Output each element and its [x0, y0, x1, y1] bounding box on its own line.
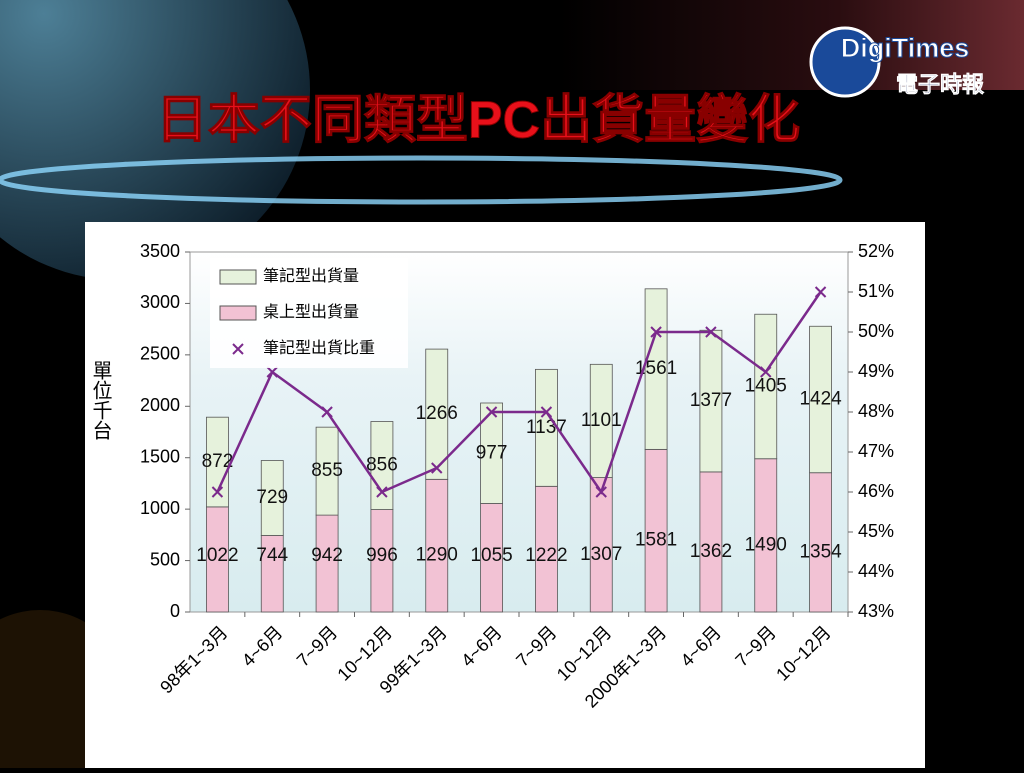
- ratio-marker: [760, 366, 772, 378]
- data-label: 729: [256, 487, 288, 508]
- bar-notebook: [206, 416, 229, 508]
- data-label: 1137: [526, 417, 567, 438]
- logo-subtitle: 電子時報: [896, 72, 985, 97]
- legend-label: 筆記型出貨比重: [263, 339, 375, 357]
- ratio-marker: [595, 486, 607, 498]
- y-tick-label: 2000: [140, 395, 180, 415]
- data-label: 744: [256, 545, 288, 566]
- ratio-marker: [650, 326, 662, 338]
- data-label: 996: [366, 545, 398, 566]
- bar-notebook: [644, 288, 668, 450]
- logo-mark: [809, 26, 881, 98]
- bar-notebook: [315, 426, 339, 516]
- data-label: 1362: [690, 541, 732, 562]
- data-label: 1022: [196, 545, 238, 566]
- bar-notebook: [425, 348, 449, 480]
- bar-notebook: [260, 460, 284, 536]
- y-tick-label: 1000: [140, 498, 180, 518]
- ratio-marker: [814, 286, 827, 298]
- ratio-marker: [705, 326, 717, 338]
- ratio-marker: [540, 406, 553, 418]
- legend-label: 桌上型出貨量: [263, 303, 359, 321]
- y2-tick-label: 49%: [858, 361, 894, 381]
- y-tick-label: 3500: [140, 241, 180, 261]
- data-label: 1266: [416, 403, 458, 424]
- y2-tick-label: 50%: [858, 321, 894, 341]
- data-label: 1405: [745, 376, 787, 397]
- data-label: 1307: [580, 544, 622, 565]
- data-label: 872: [202, 451, 234, 472]
- banner: [560, 0, 1024, 90]
- y-tick-label: 3000: [140, 292, 180, 312]
- legend-label: 筆記型出貨量: [263, 267, 359, 285]
- ratio-marker: [376, 486, 388, 498]
- ratio-marker: [266, 366, 278, 378]
- y2-tick-label: 51%: [858, 281, 894, 301]
- data-label: 855: [311, 460, 343, 481]
- y-axis-label: 單位千台: [89, 360, 112, 440]
- bar-notebook: [809, 325, 832, 474]
- y2-tick-label: 48%: [858, 401, 894, 421]
- y2-tick-label: 47%: [858, 441, 894, 461]
- y-tick-label: 2500: [140, 344, 180, 364]
- y2-tick-label: 43%: [858, 601, 894, 621]
- chart-title: 日本不同類型PC出貨量變化: [156, 92, 800, 150]
- data-label: 1222: [525, 545, 567, 566]
- y2-tick-label: 46%: [858, 481, 894, 501]
- data-label: 1424: [799, 389, 842, 410]
- ratio-marker: [211, 486, 224, 498]
- data-label: 1290: [416, 545, 458, 566]
- y2-tick-label: 45%: [858, 521, 894, 541]
- data-label: 856: [366, 455, 398, 476]
- y-tick-label: 500: [150, 549, 180, 569]
- bar-notebook: [699, 329, 723, 473]
- legend-swatch: [219, 269, 257, 285]
- data-label: 942: [311, 545, 343, 566]
- bar-notebook: [589, 363, 613, 478]
- legend-swatch: [219, 305, 257, 321]
- y-tick-label: 0: [170, 601, 180, 621]
- swoosh: [0, 155, 843, 205]
- data-label: 1354: [799, 541, 842, 562]
- y2-tick-label: 52%: [858, 241, 894, 261]
- bar-notebook: [480, 402, 503, 504]
- ratio-marker: [321, 406, 333, 418]
- logo: DigiTimes 電子時報: [809, 26, 985, 98]
- globe: [0, 0, 310, 280]
- legend-swatch: [232, 343, 244, 355]
- y-tick-label: 1500: [140, 446, 180, 466]
- data-label: 1055: [470, 545, 512, 566]
- logo-name: DigiTimes: [841, 33, 970, 63]
- data-label: 1377: [690, 390, 732, 411]
- bar-notebook: [754, 313, 778, 460]
- ratio-marker: [431, 462, 443, 474]
- ratio-marker: [485, 406, 498, 418]
- data-label: 1581: [635, 530, 677, 551]
- data-label: 1490: [745, 534, 787, 555]
- y2-tick-label: 44%: [858, 561, 894, 581]
- ratio-line: [216, 291, 822, 495]
- data-label: 1101: [581, 410, 622, 431]
- data-label: 977: [476, 442, 508, 463]
